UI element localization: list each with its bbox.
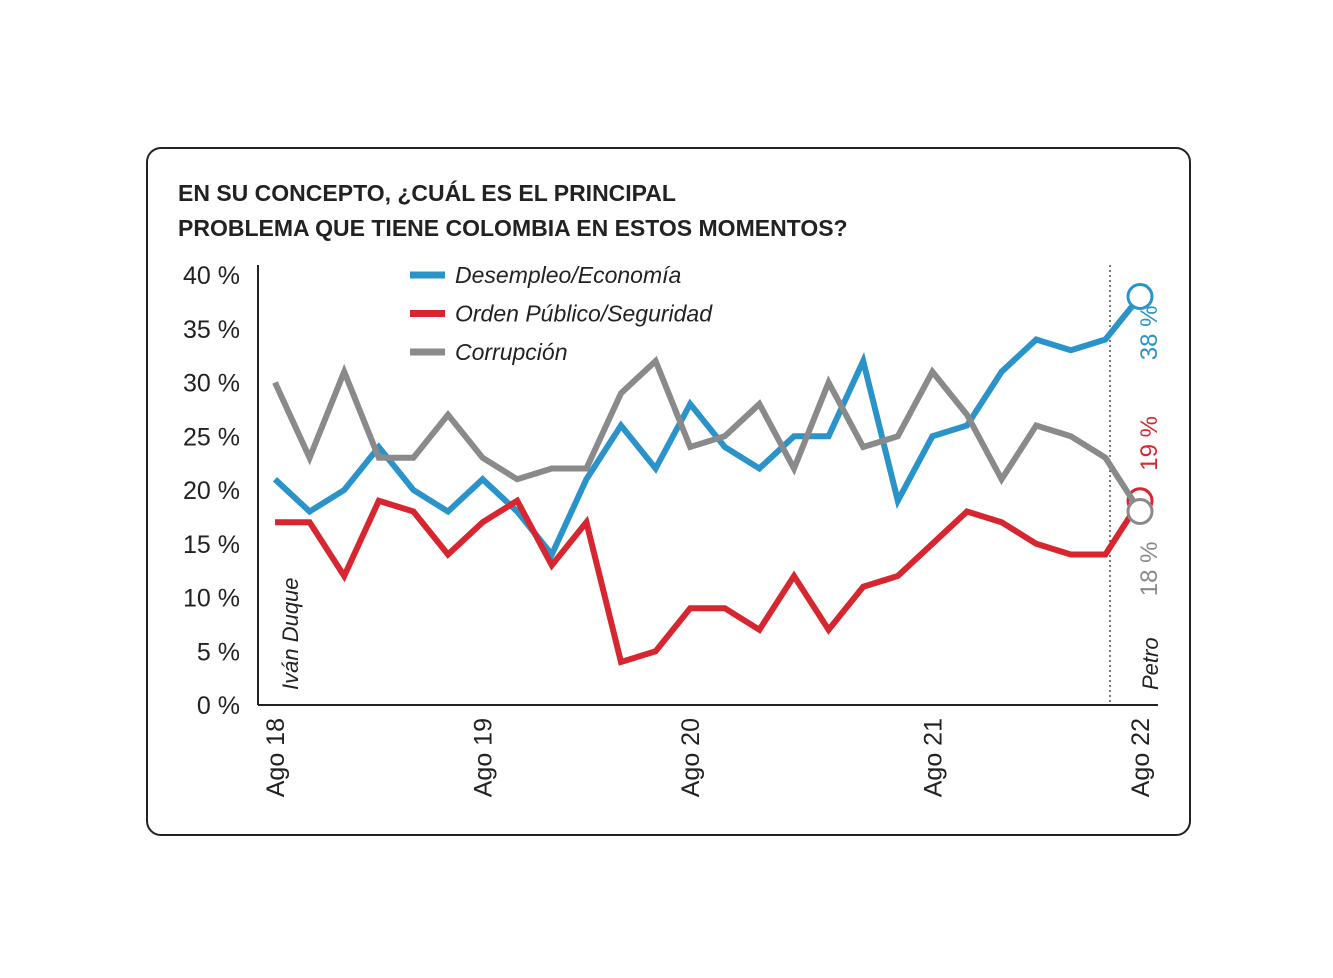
y-tick-label: 10 %: [183, 585, 240, 613]
y-tick-label: 15 %: [183, 531, 240, 559]
value-label: 18 %: [1136, 542, 1163, 597]
y-tick-label: 30 %: [183, 370, 240, 398]
series-line: [272, 355, 1143, 514]
y-tick-label: 20 %: [183, 477, 240, 505]
legend-label: Corrupción: [455, 339, 568, 365]
end-marker: [1126, 283, 1154, 310]
value-label: 38 %: [1136, 306, 1163, 361]
x-tick-label: Ago 22: [1127, 718, 1155, 797]
chart-title: EN SU CONCEPTO, ¿CUÁL ES EL PRINCIPAL: [178, 179, 676, 206]
y-tick-label: 35 %: [183, 316, 240, 344]
x-tick-label: Ago 18: [262, 718, 290, 797]
legend-label: Desempleo/Economía: [455, 262, 681, 288]
frame: [146, 147, 1191, 836]
y-tick-label: 5 %: [197, 638, 240, 666]
x-tick-label: Ago 19: [470, 718, 498, 797]
x-tick-label: Ago 20: [677, 718, 705, 797]
y-tick-label: 0 %: [197, 692, 240, 720]
annotation: Iván Duque: [278, 577, 303, 690]
y-tick-label: 25 %: [183, 423, 240, 451]
annotation: Petro: [1138, 637, 1163, 690]
series-line: [272, 294, 1143, 561]
x-tick-label: Ago 21: [919, 718, 947, 797]
y-tick-label: 40 %: [183, 262, 240, 290]
chart-subtitle: PROBLEMA QUE TIENE COLOMBIA EN ESTOS MOM…: [178, 215, 848, 241]
series-line: [275, 496, 1143, 666]
end-marker: [1126, 498, 1154, 525]
legend-label: Orden Público/Seguridad: [455, 301, 713, 327]
value-label: 19 %: [1136, 416, 1163, 471]
